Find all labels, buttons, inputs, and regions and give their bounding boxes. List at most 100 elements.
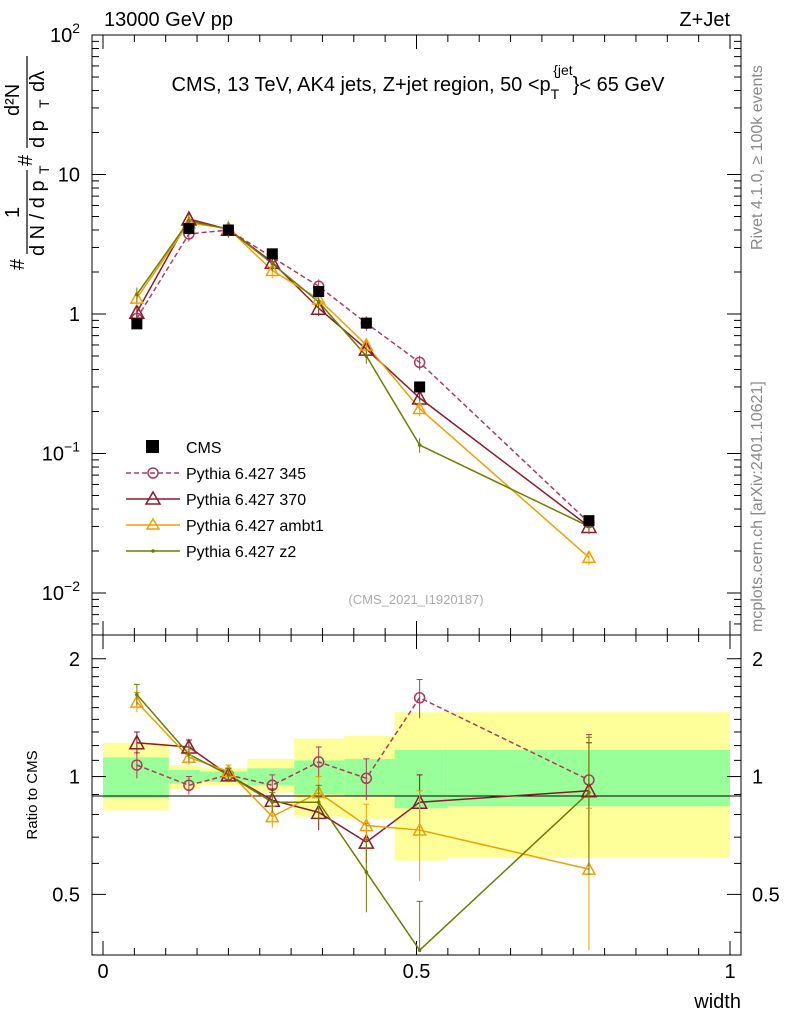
series-marker-1: [310, 299, 327, 315]
cms-data-point: [360, 317, 372, 329]
ratio-series-line-3: [136, 694, 590, 952]
ratio-series-markers: [128, 679, 598, 953]
legend-label-cms: CMS: [186, 440, 222, 457]
header-left: 13000 GeV pp: [104, 9, 233, 31]
legend-marker-ambt1: [145, 517, 161, 530]
legend-marker-cms: [146, 440, 159, 453]
y-axis-label: # 1 d N / d p T # d²N d p T dλ: [2, 56, 52, 270]
ratio-marker-3: [417, 948, 422, 953]
legend-label-z2: Pythia 6.427 z2: [186, 544, 296, 561]
ratio-axis-ticks: 0 0.5 1 0.5 0.5 1 1 2 2: [52, 635, 780, 983]
ratio-band-inner: [168, 769, 201, 784]
ratio-marker-2: [359, 817, 374, 832]
y-tick-label-exponent: −2: [64, 578, 80, 594]
legend-marker-345: [147, 467, 159, 479]
ratio-band-inner: [294, 760, 345, 795]
ratio-series-line-0: [136, 696, 590, 787]
ratio-y-tick-label-left: 0.5: [52, 884, 80, 906]
cms-data-point: [583, 515, 595, 527]
cms-data-point: [131, 318, 143, 330]
series-marker-2: [129, 290, 145, 304]
ratio-marker-0: [131, 759, 143, 771]
svg-text:d p: d p: [27, 120, 49, 148]
series-marker-2: [581, 549, 597, 564]
y-tick-label-base: 10: [42, 444, 64, 466]
ratio-marker-2: [181, 749, 197, 764]
ratio-marker-0: [183, 779, 195, 792]
ratio-frame: [91, 634, 742, 956]
ratio-marker-3: [187, 752, 191, 757]
cms-data-point: [414, 381, 426, 393]
ratio-band-inner: [247, 768, 295, 786]
svg-text:dλ: dλ: [27, 71, 49, 92]
x-tick-label: 1: [724, 961, 735, 983]
ratio-panel: 0 0.5 1 0.5 0.5 1 1 2 2 Ratio to CMS width: [24, 634, 780, 1013]
header-right: Z+Jet: [679, 9, 730, 31]
series-marker-0: [413, 356, 426, 369]
ratio-y-tick-label-right: 0.5: [752, 884, 780, 906]
ratio-y-tick-label-right: 1: [752, 767, 763, 789]
svg-text:d²N: d²N: [2, 84, 24, 116]
analysis-id: (CMS_2021_I1920187): [348, 592, 483, 607]
ratio-marker-2: [129, 694, 145, 708]
cms-data-point: [266, 248, 278, 260]
y-tick-label-exponent: −1: [64, 439, 80, 455]
ratio-y-label: Ratio to CMS: [24, 750, 41, 839]
y-tick-label: 102: [50, 20, 80, 47]
cms-data-point: [183, 223, 195, 235]
ratio-uncertainty-bands: [103, 712, 730, 861]
cms-data-point: [313, 285, 325, 297]
plot-title: CMS, 13 TeV, AK4 jets, Z+jet region, 50 …: [172, 62, 666, 102]
main-series-markers: [128, 210, 598, 566]
ratio-band-inner: [344, 758, 395, 797]
series-marker-3: [316, 300, 321, 304]
ratio-marker-3: [316, 800, 321, 805]
y-tick-label-base: 10: [58, 165, 80, 187]
series-marker-1: [128, 303, 146, 319]
svg-text:#: #: [15, 154, 37, 166]
svg-text:T: T: [36, 99, 52, 108]
legend: CMS Pythia 6.427 345 Pythia 6.427 370 Py…: [126, 440, 324, 561]
ratio-marker-3: [587, 790, 591, 795]
series-marker-3: [364, 354, 369, 358]
cms-data-point: [222, 224, 234, 236]
y-tick-label: 10−1: [42, 439, 80, 466]
ratio-marker-3: [270, 800, 275, 805]
legend-label-345: Pythia 6.427 345: [186, 466, 306, 483]
legend-label-370: Pythia 6.427 370: [186, 492, 306, 509]
ratio-marker-3: [135, 692, 139, 697]
series-marker-3: [187, 219, 191, 223]
ratio-marker-0: [413, 691, 426, 704]
x-axis-label: width: [693, 991, 741, 1013]
series-marker-3: [135, 292, 139, 297]
svg-text:#: #: [7, 258, 29, 270]
mcplots-label: mcplots.cern.ch [arXiv:2401.10621]: [749, 381, 766, 632]
svg-text:1: 1: [2, 207, 24, 218]
legend-marker-370: [144, 490, 162, 505]
ratio-marker-3: [364, 870, 369, 874]
ratio-marker-3: [226, 773, 231, 777]
ratio-series-line-2: [136, 701, 590, 870]
series-marker-3: [270, 261, 275, 266]
ratio-marker-2: [412, 822, 427, 836]
legend-marker-z2: [151, 549, 155, 553]
x-tick-label: 0: [97, 961, 108, 983]
ratio-marker-1: [128, 734, 146, 750]
ratio-y-tick-label-left: 2: [69, 649, 80, 671]
svg-text:d N / d p: d N / d p: [27, 180, 49, 256]
y-tick-label: 1: [69, 304, 80, 326]
ratio-marker-0: [360, 772, 373, 785]
series-marker-2: [265, 262, 280, 277]
series-marker-2: [412, 400, 427, 415]
ratio-marker-0: [312, 756, 325, 768]
series-line-3: [136, 220, 590, 528]
y-tick-label: 10−2: [42, 578, 80, 605]
y-tick-label-exponent: 2: [72, 20, 80, 36]
rivet-version-label: Rivet 4.1.0, ≥ 100k events: [749, 65, 766, 250]
ratio-y-tick-label-left: 1: [69, 767, 80, 789]
series-marker-3: [417, 443, 422, 447]
ratio-band-inner: [103, 757, 169, 799]
